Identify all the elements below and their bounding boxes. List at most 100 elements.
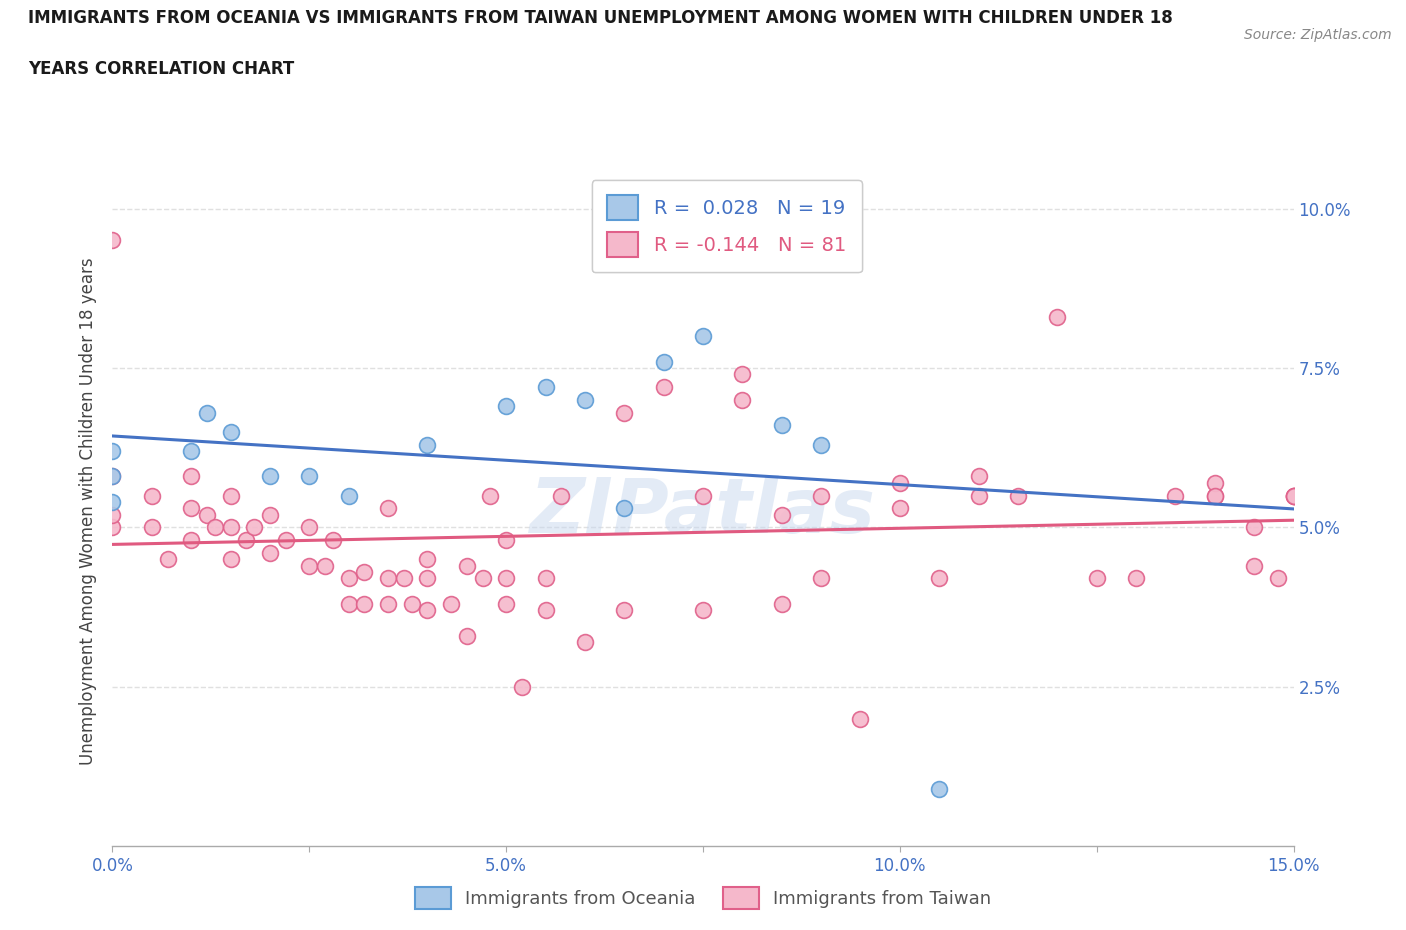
Point [195, 405, 218, 420]
Point [180, 469, 202, 484]
Point [337, 571, 360, 586]
Point [219, 424, 242, 439]
Point [849, 711, 872, 726]
Point [495, 596, 517, 611]
Legend: Immigrants from Oceania, Immigrants from Taiwan: Immigrants from Oceania, Immigrants from… [408, 880, 998, 916]
Point [180, 501, 202, 516]
Point [770, 596, 793, 611]
Point [259, 546, 281, 561]
Point [534, 379, 557, 394]
Point [613, 603, 636, 618]
Point [101, 469, 124, 484]
Point [416, 571, 439, 586]
Point [243, 520, 266, 535]
Point [731, 392, 754, 407]
Point [180, 533, 202, 548]
Text: ZIPatlas: ZIPatlas [530, 474, 876, 549]
Point [156, 551, 179, 566]
Point [534, 571, 557, 586]
Point [574, 392, 596, 407]
Point [322, 533, 344, 548]
Point [1007, 488, 1029, 503]
Point [259, 469, 281, 484]
Point [1282, 488, 1305, 503]
Point [377, 501, 399, 516]
Point [401, 596, 423, 611]
Point [337, 488, 360, 503]
Y-axis label: Unemployment Among Women with Children Under 18 years: Unemployment Among Women with Children U… [79, 258, 97, 765]
Point [353, 596, 375, 611]
Point [731, 367, 754, 382]
Point [692, 603, 714, 618]
Point [195, 507, 218, 522]
Point [652, 354, 675, 369]
Text: Source: ZipAtlas.com: Source: ZipAtlas.com [1244, 28, 1392, 42]
Point [1282, 488, 1305, 503]
Point [810, 488, 832, 503]
Point [510, 680, 533, 695]
Point [101, 520, 124, 535]
Point [101, 469, 124, 484]
Point [1243, 520, 1265, 535]
Point [377, 571, 399, 586]
Point [101, 507, 124, 522]
Point [1282, 488, 1305, 503]
Point [967, 488, 990, 503]
Point [889, 475, 911, 490]
Text: YEARS CORRELATION CHART: YEARS CORRELATION CHART [28, 60, 294, 78]
Point [471, 571, 494, 586]
Point [274, 533, 297, 548]
Point [770, 418, 793, 432]
Point [219, 488, 242, 503]
Legend: R =  0.028   N = 19, R = -0.144   N = 81: R = 0.028 N = 19, R = -0.144 N = 81 [592, 179, 862, 272]
Point [1125, 571, 1147, 586]
Point [259, 507, 281, 522]
Point [456, 629, 478, 644]
Text: IMMIGRANTS FROM OCEANIA VS IMMIGRANTS FROM TAIWAN UNEMPLOYMENT AMONG WOMEN WITH : IMMIGRANTS FROM OCEANIA VS IMMIGRANTS FR… [28, 9, 1173, 27]
Point [416, 603, 439, 618]
Point [928, 781, 950, 796]
Point [298, 469, 321, 484]
Point [235, 533, 257, 548]
Point [810, 437, 832, 452]
Point [928, 571, 950, 586]
Point [613, 405, 636, 420]
Point [101, 233, 124, 248]
Point [1164, 488, 1187, 503]
Point [613, 501, 636, 516]
Point [692, 488, 714, 503]
Point [967, 469, 990, 484]
Point [550, 488, 572, 503]
Point [1204, 488, 1226, 503]
Point [298, 558, 321, 573]
Point [534, 603, 557, 618]
Point [101, 444, 124, 458]
Point [1046, 310, 1069, 325]
Point [770, 507, 793, 522]
Point [219, 551, 242, 566]
Point [141, 488, 163, 503]
Point [416, 551, 439, 566]
Point [1282, 488, 1305, 503]
Point [1267, 571, 1289, 586]
Point [353, 565, 375, 579]
Point [810, 571, 832, 586]
Point [1204, 475, 1226, 490]
Point [495, 571, 517, 586]
Point [141, 520, 163, 535]
Point [337, 596, 360, 611]
Point [889, 501, 911, 516]
Point [204, 520, 226, 535]
Point [1204, 488, 1226, 503]
Point [180, 444, 202, 458]
Point [495, 399, 517, 414]
Point [495, 533, 517, 548]
Point [1243, 558, 1265, 573]
Point [377, 596, 399, 611]
Point [392, 571, 415, 586]
Point [298, 520, 321, 535]
Point [692, 328, 714, 343]
Point [416, 437, 439, 452]
Point [479, 488, 502, 503]
Point [440, 596, 463, 611]
